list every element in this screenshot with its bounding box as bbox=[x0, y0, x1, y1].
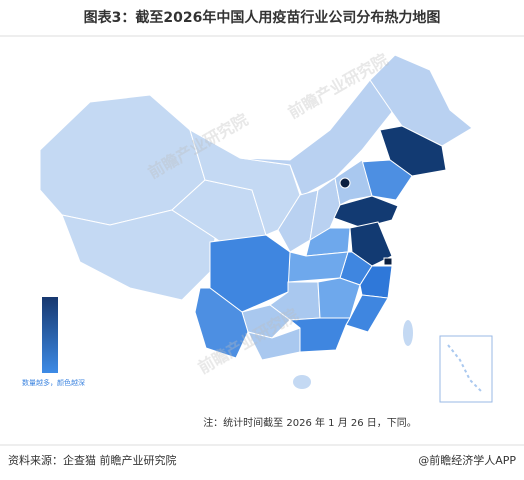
source: 资料来源：企查猫 前瞻产业研究院 bbox=[8, 453, 177, 467]
brand: @前瞻经济学人APP bbox=[418, 453, 516, 467]
region bbox=[293, 375, 311, 389]
inset-line bbox=[447, 344, 483, 393]
legend: 数量越多，颜色越深 bbox=[22, 297, 85, 387]
region bbox=[317, 277, 361, 319]
region bbox=[359, 265, 393, 299]
region bbox=[383, 257, 393, 266]
title: 图表3：截至2026年中国人用疫苗行业公司分布热力地图 bbox=[84, 9, 441, 26]
region bbox=[403, 320, 413, 346]
map bbox=[39, 54, 493, 403]
region bbox=[339, 177, 351, 189]
legend-bar bbox=[42, 297, 58, 373]
region bbox=[369, 54, 473, 147]
region bbox=[305, 227, 351, 257]
region bbox=[194, 287, 249, 359]
region bbox=[333, 195, 399, 229]
region bbox=[287, 251, 349, 283]
note: 注：统计时间截至 2026 年 1 月 26 日，下同。 bbox=[203, 416, 417, 429]
region bbox=[288, 317, 351, 353]
region bbox=[349, 221, 393, 267]
legend-label: 数量越多，颜色越深 bbox=[22, 378, 85, 387]
region bbox=[334, 159, 373, 206]
